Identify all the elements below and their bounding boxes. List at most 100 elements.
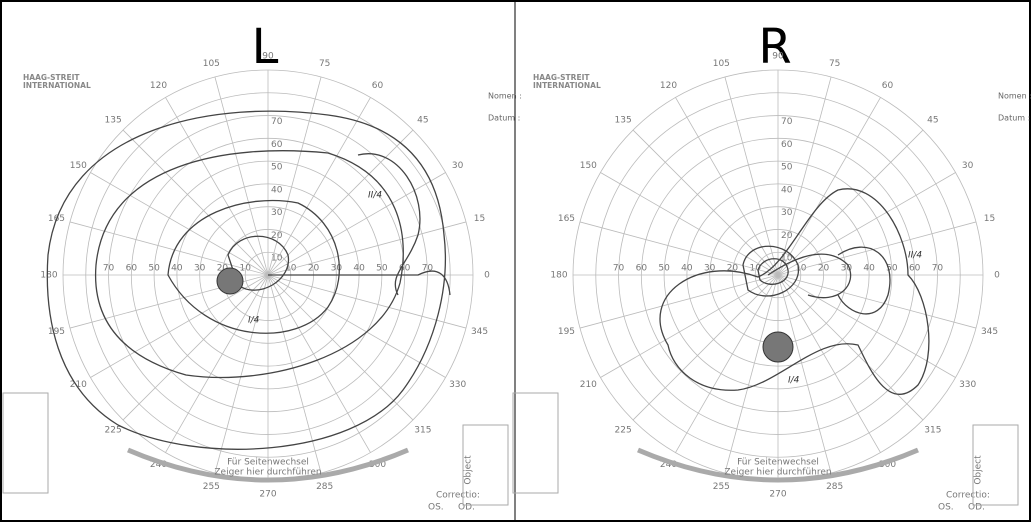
radial xyxy=(777,274,881,453)
angle-label: 240 xyxy=(150,460,167,470)
ring-label: 50 xyxy=(886,264,898,274)
ring-label: 70 xyxy=(781,117,793,127)
angle-label: 345 xyxy=(471,327,488,337)
ring-label: 20 xyxy=(308,264,320,274)
isopter xyxy=(357,153,421,296)
isopter xyxy=(767,253,852,299)
angle-label: 135 xyxy=(105,116,122,126)
object-label: Object xyxy=(974,455,984,485)
blind-spot xyxy=(216,267,244,295)
angle-label: 60 xyxy=(372,81,384,91)
radial xyxy=(122,274,269,421)
ring-label: 50 xyxy=(148,264,160,274)
ring-label: 10 xyxy=(749,264,761,274)
angle-label: 300 xyxy=(369,460,386,470)
ring-label: 50 xyxy=(271,163,283,173)
angle-label: 330 xyxy=(449,380,466,390)
radial xyxy=(579,221,779,276)
angle-label: 270 xyxy=(769,490,786,500)
angle-label: 315 xyxy=(924,425,941,435)
ring-label: 40 xyxy=(863,264,875,274)
angle-label: 180 xyxy=(40,271,57,281)
angle-label: 105 xyxy=(203,59,220,69)
ring-label: 40 xyxy=(171,264,183,274)
angle-label: 210 xyxy=(70,380,87,390)
angle-label: 225 xyxy=(615,425,632,435)
angle-label: 120 xyxy=(660,81,677,91)
field-label: Datum : xyxy=(998,114,1030,123)
change-arrow xyxy=(637,447,919,483)
angle-label: 90 xyxy=(262,52,274,62)
radial xyxy=(90,274,269,378)
isopter xyxy=(757,258,789,285)
ring-label: 30 xyxy=(194,264,206,274)
angle-label: 240 xyxy=(660,460,677,470)
field-label: Datum : xyxy=(488,114,520,123)
radial xyxy=(675,97,779,276)
radial xyxy=(267,172,446,276)
angle-label: 75 xyxy=(829,59,840,69)
radial xyxy=(165,97,269,276)
radial xyxy=(214,274,269,474)
angle-label: 255 xyxy=(203,482,220,492)
ring-label: 70 xyxy=(422,264,434,274)
ring-label: 20 xyxy=(271,231,283,241)
arrow-label: Für Seitenwechsel xyxy=(227,458,309,468)
ring-label: 60 xyxy=(399,264,411,274)
isopter xyxy=(167,199,340,334)
radial xyxy=(777,129,924,276)
radial xyxy=(675,274,779,453)
ring-label: 60 xyxy=(636,264,648,274)
isopter xyxy=(46,110,447,450)
radial xyxy=(267,129,414,276)
ring-label: 10 xyxy=(239,264,251,274)
ring-label: 20 xyxy=(217,264,229,274)
ring-label: 30 xyxy=(841,264,853,274)
radial xyxy=(777,172,956,276)
annotation: I/4 xyxy=(788,376,800,386)
radial xyxy=(267,274,322,474)
angle-label: 120 xyxy=(150,81,167,91)
ring-label: 40 xyxy=(681,264,693,274)
angle-label: 195 xyxy=(558,327,575,337)
ring-label: 40 xyxy=(781,185,793,195)
eye-label: OS. xyxy=(428,503,444,513)
arrow-label: Zeiger hier durchführen xyxy=(214,468,321,478)
ring-label: 20 xyxy=(781,231,793,241)
angle-label: 15 xyxy=(474,214,485,224)
ring-label: 50 xyxy=(781,163,793,173)
radial xyxy=(777,274,924,421)
radial xyxy=(579,274,779,329)
annotation: II/4 xyxy=(368,191,382,201)
angle-label: 105 xyxy=(713,59,730,69)
radial xyxy=(267,274,467,329)
radial xyxy=(90,172,269,276)
correction-label: Correctio: xyxy=(946,491,990,501)
correction-label: Correctio: xyxy=(436,491,480,501)
angle-label: 150 xyxy=(70,161,87,171)
angle-label: 0 xyxy=(994,271,1000,281)
radial xyxy=(267,274,371,453)
radial xyxy=(777,76,832,276)
radial xyxy=(600,172,779,276)
ring-label: 60 xyxy=(781,140,793,150)
ring-label: 20 xyxy=(727,264,739,274)
radial xyxy=(724,76,779,276)
ring-label: 70 xyxy=(932,264,944,274)
ring-label: 30 xyxy=(704,264,716,274)
angle-label: 255 xyxy=(713,482,730,492)
angle-label: 285 xyxy=(316,482,333,492)
angle-label: 285 xyxy=(826,482,843,492)
angle-label: 150 xyxy=(580,161,597,171)
angle-label: 30 xyxy=(962,161,974,171)
isopter xyxy=(268,270,451,296)
angle-label: 165 xyxy=(558,214,575,224)
radial xyxy=(777,274,956,378)
eye-label: OD. xyxy=(458,503,475,513)
radial xyxy=(777,97,881,276)
ring-label: 40 xyxy=(271,185,283,195)
ring-label: 30 xyxy=(271,208,283,218)
angle-label: 135 xyxy=(615,116,632,126)
ring-label: 10 xyxy=(781,254,793,264)
